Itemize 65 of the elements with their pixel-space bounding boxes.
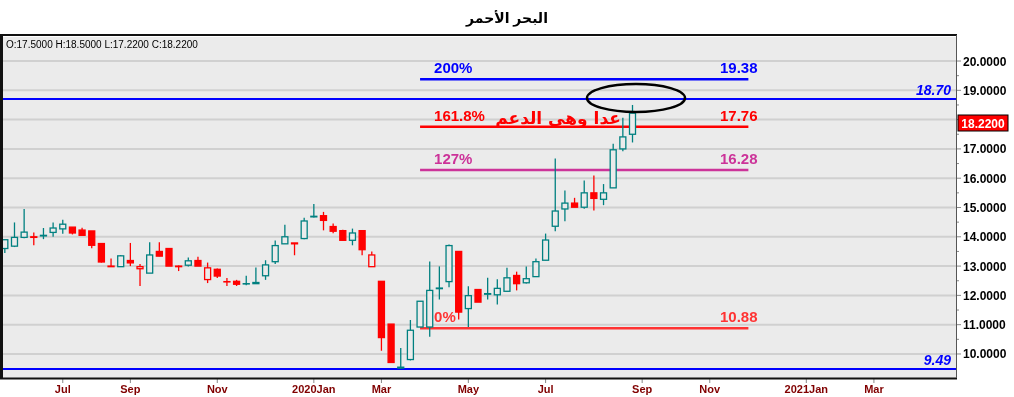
data-label: 16.28 [719,150,758,167]
candlestick [136,263,144,287]
candlestick [397,347,405,370]
candlestick [271,239,279,265]
candlestick [319,211,328,231]
ref-line-label: 9.49 [923,351,952,368]
x-tick-label: Sep [120,383,141,395]
x-tick-label: Sep [632,383,653,395]
candlestick [628,104,637,144]
candlestick [512,271,521,292]
y-tick-label: 16.0000 [963,171,1007,186]
y-tick-label: 17.0000 [963,142,1007,157]
x-tick-label: Jul [537,383,554,395]
candlestick [580,179,588,210]
candlestick [551,157,559,232]
candlestick [49,221,57,238]
candlestick [20,208,28,239]
candlestick [619,117,627,152]
candlestick [464,285,472,328]
candlestick [223,277,231,287]
annotation: O:17.5000 H:18.5000 L:17.2200 C:18.2200 [6,39,199,50]
candlestick [590,174,598,212]
candlestick [532,257,540,278]
candlestick [261,259,270,281]
y-tick-label: 15.0000 [963,201,1007,215]
ref-line-label: 18.70 [915,82,952,99]
candlestick [281,224,289,245]
x-tick-label: 2021Jan [784,383,829,395]
x-tick-label: Mar [864,383,885,395]
x-tick-label: Nov [699,383,722,395]
y-tick-label: 20.0000 [963,54,1007,69]
x-tick-label: Mar [371,383,392,395]
chart-title: البحر الأحمر [465,10,548,27]
series-label: 200% [434,59,473,77]
candlestick [484,277,492,301]
candlestick [203,261,212,284]
data-label: 19.38 [719,59,758,77]
candlestick [599,183,608,206]
x-tick-label: Jul [54,383,71,395]
candlestick [252,266,260,285]
candlestick [126,242,135,267]
candlestick [503,267,511,292]
series-label: 0% [434,308,456,326]
candlestick [561,189,569,222]
candlestick [146,241,154,274]
candlestick [435,265,444,301]
y-tick-label: 14.0000 [963,230,1007,245]
y-tick-label: 19.0000 [963,83,1007,98]
x-tick-label: 2020Jan [292,383,336,395]
series-label: 127% [434,150,473,167]
candlestick [10,221,19,248]
x-tick-label: May [457,383,480,395]
series-label: 161.8% [434,106,485,124]
candlestick [541,232,550,261]
text: 18.2200 [961,116,1006,131]
candlestick [97,242,106,264]
y-tick-label: 12.0000 [963,288,1007,303]
y-tick-label: 13.0000 [963,259,1007,274]
candlestick [358,229,366,256]
y-tick-label: 10.0000 [963,347,1007,362]
data-label: 10.88 [719,308,758,326]
y-tick-label: 11.0000 [963,318,1007,333]
data-label: 17.76 [719,106,758,124]
x-tick-label: Nov [206,383,229,395]
candlestick [107,257,115,268]
